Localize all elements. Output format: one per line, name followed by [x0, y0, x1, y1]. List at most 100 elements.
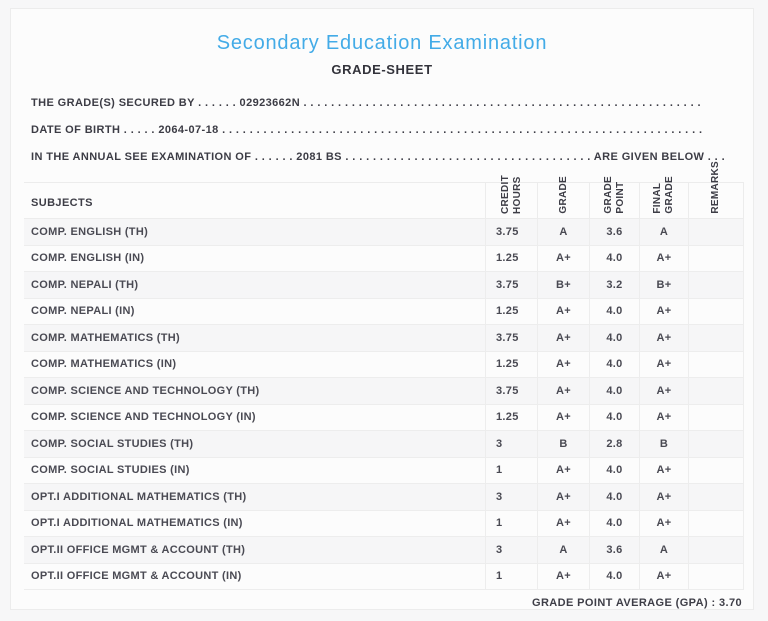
table-body: COMP. ENGLISH (TH) 3.75 A 3.6 A COMP. EN… — [24, 219, 744, 590]
cell-remarks — [688, 537, 744, 563]
cell-subject: COMP. NEPALI (IN) — [31, 305, 135, 318]
column-header-grade-point: GRADE POINT — [589, 176, 639, 218]
cell-grade-point: 4.0 — [589, 510, 639, 536]
page-title: Secondary Education Examination — [216, 32, 548, 54]
table-row: COMP. SCIENCE AND TECHNOLOGY (IN) 1.25 A… — [24, 404, 744, 431]
table-row: COMP. SOCIAL STUDIES (IN) 1 A+ 4.0 A+ — [24, 457, 744, 484]
candidate-info-section: THE GRADE(S) SECURED BY . . . . . . 0292… — [31, 90, 753, 171]
table-row: COMP. MATHEMATICS (IN) 1.25 A+ 4.0 A+ — [24, 351, 744, 378]
cell-grade-point: 3.2 — [589, 272, 639, 298]
cell-subject: COMP. SOCIAL STUDIES (IN) — [31, 464, 190, 477]
cell-grade-point: 3.6 — [589, 537, 639, 563]
cell-credit-hours: 1.25 — [485, 245, 537, 271]
cell-remarks — [688, 351, 744, 377]
column-header-grade: GRADE — [537, 176, 589, 218]
cell-credit-hours: 1.25 — [485, 298, 537, 324]
cell-credit-hours: 3 — [485, 537, 537, 563]
table-row: COMP. NEPALI (IN) 1.25 A+ 4.0 A+ — [24, 298, 744, 325]
cell-final-grade: A — [639, 537, 688, 563]
cell-grade: A+ — [537, 510, 589, 536]
info-line-date-of-birth: DATE OF BIRTH . . . . . 2064-07-18 . . .… — [31, 124, 703, 136]
cell-grade: A+ — [537, 351, 589, 377]
cell-grade-point: 3.6 — [589, 219, 639, 245]
cell-grade-point: 4.0 — [589, 378, 639, 404]
cell-credit-hours: 3.75 — [485, 378, 537, 404]
cell-subject: OPT.II OFFICE MGMT & ACCOUNT (IN) — [31, 570, 242, 583]
cell-remarks — [688, 325, 744, 351]
cell-credit-hours: 3 — [485, 484, 537, 510]
cell-remarks — [688, 457, 744, 483]
table-row: OPT.II OFFICE MGMT & ACCOUNT (IN) 1 A+ 4… — [24, 563, 744, 590]
gpa-summary: GRADE POINT AVERAGE (GPA) : 3.70 — [531, 597, 742, 609]
column-header-subjects: SUBJECTS — [31, 197, 93, 209]
cell-final-grade: A+ — [639, 563, 688, 589]
cell-subject: COMP. SCIENCE AND TECHNOLOGY (TH) — [31, 384, 260, 397]
cell-credit-hours: 1.25 — [485, 404, 537, 430]
cell-final-grade: A+ — [639, 245, 688, 271]
table-row: COMP. SCIENCE AND TECHNOLOGY (TH) 3.75 A… — [24, 378, 744, 405]
cell-subject: COMP. SOCIAL STUDIES (TH) — [31, 437, 194, 450]
cell-remarks — [688, 245, 744, 271]
grade-sheet-panel: Secondary Education Examination GRADE-SH… — [10, 8, 754, 610]
cell-final-grade: A — [639, 219, 688, 245]
cell-subject: COMP. MATHEMATICS (IN) — [31, 358, 177, 371]
cell-final-grade: A+ — [639, 351, 688, 377]
cell-subject: OPT.II OFFICE MGMT & ACCOUNT (TH) — [31, 543, 246, 556]
cell-grade: A+ — [537, 245, 589, 271]
cell-credit-hours: 3.75 — [485, 272, 537, 298]
cell-final-grade: A+ — [639, 325, 688, 351]
cell-grade-point: 4.0 — [589, 351, 639, 377]
cell-subject: COMP. NEPALI (TH) — [31, 278, 139, 291]
cell-subject: COMP. ENGLISH (IN) — [31, 252, 145, 265]
cell-grade-point: 4.0 — [589, 325, 639, 351]
grades-table: SUBJECTS CREDIT HOURS GRADE GRADE POINT … — [24, 161, 744, 616]
cell-final-grade: A+ — [639, 510, 688, 536]
cell-grade: A+ — [537, 325, 589, 351]
cell-credit-hours: 3 — [485, 431, 537, 457]
cell-subject: COMP. MATHEMATICS (TH) — [31, 331, 180, 344]
cell-credit-hours: 1 — [485, 510, 537, 536]
cell-remarks — [688, 378, 744, 404]
cell-grade-point: 4.0 — [589, 298, 639, 324]
cell-remarks — [688, 431, 744, 457]
cell-remarks — [688, 219, 744, 245]
column-header-credit-hours: CREDIT HOURS — [485, 175, 537, 218]
cell-final-grade: A+ — [639, 484, 688, 510]
table-row: COMP. NEPALI (TH) 3.75 B+ 3.2 B+ — [24, 272, 744, 299]
cell-grade-point: 4.0 — [589, 457, 639, 483]
cell-final-grade: A+ — [639, 404, 688, 430]
cell-grade-point: 4.0 — [589, 404, 639, 430]
cell-grade-point: 2.8 — [589, 431, 639, 457]
grade-point-label: GRADE POINT — [602, 176, 626, 214]
credit-hours-label: CREDIT HOURS — [499, 174, 523, 214]
table-header-row: SUBJECTS CREDIT HOURS GRADE GRADE POINT … — [24, 161, 744, 219]
cell-grade: A — [537, 537, 589, 563]
cell-credit-hours: 1 — [485, 563, 537, 589]
column-header-final-grade: FINAL GRADE — [639, 176, 688, 218]
remarks-label: REMARKS — [710, 161, 721, 214]
cell-grade: B — [537, 431, 589, 457]
cell-grade: A+ — [537, 457, 589, 483]
cell-grade: A+ — [537, 404, 589, 430]
table-row: OPT.I ADDITIONAL MATHEMATICS (TH) 3 A+ 4… — [24, 484, 744, 511]
cell-grade: A — [537, 219, 589, 245]
cell-final-grade: A+ — [639, 298, 688, 324]
cell-grade: B+ — [537, 272, 589, 298]
grade-sheet-subtitle: GRADE-SHEET — [331, 62, 433, 77]
cell-remarks — [688, 484, 744, 510]
cell-grade-point: 4.0 — [589, 563, 639, 589]
cell-credit-hours: 3.75 — [485, 219, 537, 245]
final-grade-label: FINAL GRADE — [652, 176, 675, 214]
cell-grade: A+ — [537, 298, 589, 324]
cell-final-grade: B — [639, 431, 688, 457]
cell-subject: COMP. SCIENCE AND TECHNOLOGY (IN) — [31, 411, 256, 424]
cell-final-grade: A+ — [639, 378, 688, 404]
cell-credit-hours: 1 — [485, 457, 537, 483]
cell-grade-point: 4.0 — [589, 484, 639, 510]
cell-subject: OPT.I ADDITIONAL MATHEMATICS (TH) — [31, 490, 247, 503]
cell-remarks — [688, 510, 744, 536]
cell-grade: A+ — [537, 484, 589, 510]
cell-final-grade: B+ — [639, 272, 688, 298]
info-line-secured-by: THE GRADE(S) SECURED BY . . . . . . 0292… — [31, 97, 701, 109]
table-row: COMP. MATHEMATICS (TH) 3.75 A+ 4.0 A+ — [24, 325, 744, 352]
